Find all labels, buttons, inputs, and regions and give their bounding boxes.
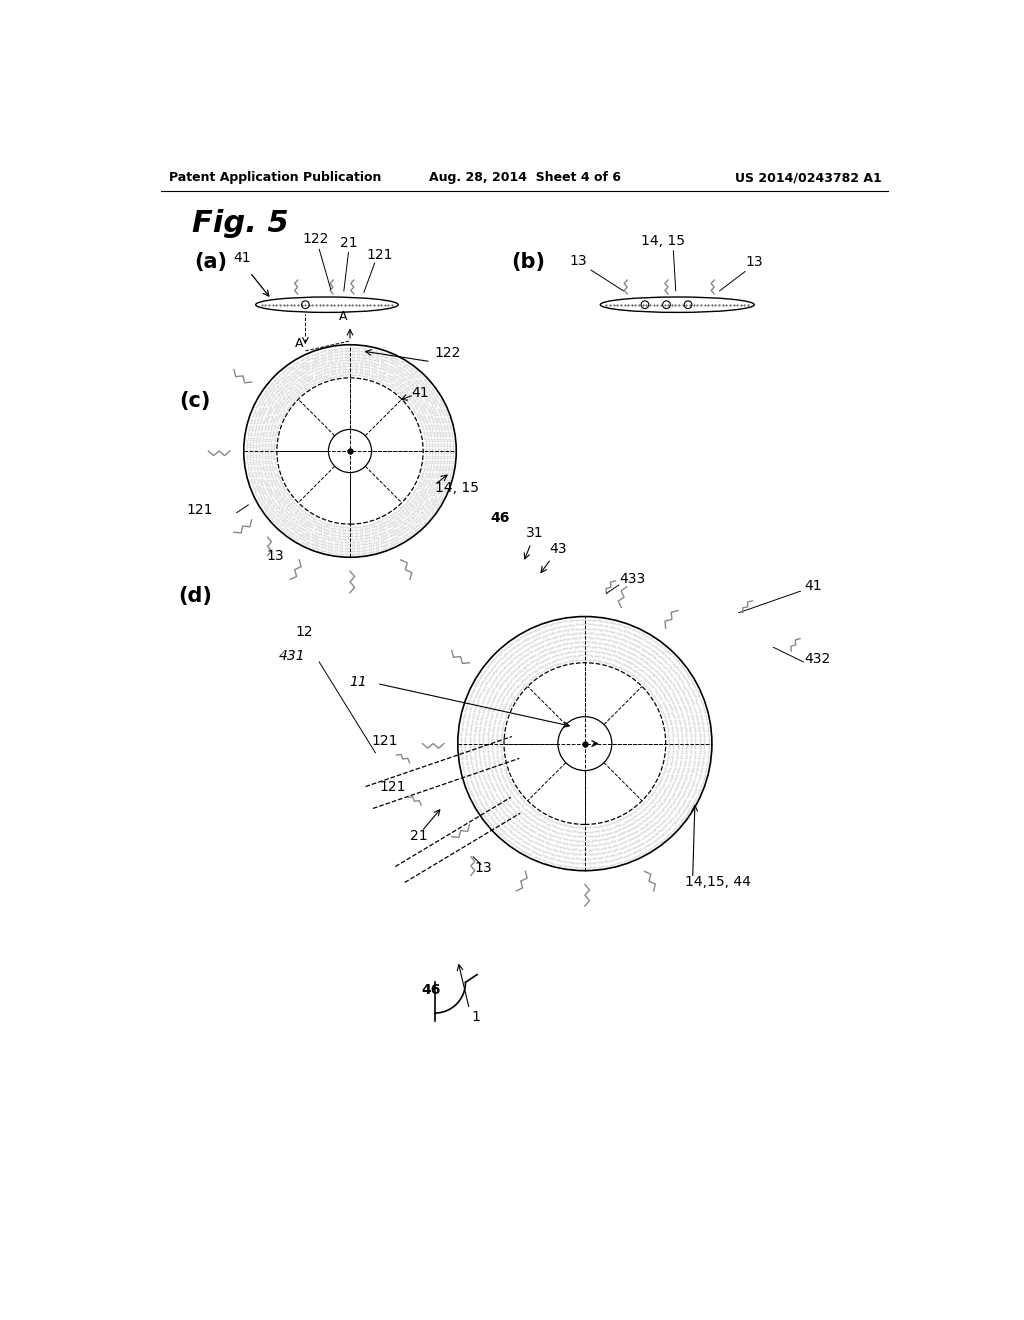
Text: 14,15, 44: 14,15, 44 bbox=[685, 875, 751, 890]
Text: 14, 15: 14, 15 bbox=[435, 480, 478, 495]
Text: 46: 46 bbox=[490, 511, 510, 525]
Text: 121: 121 bbox=[372, 734, 398, 748]
Text: 13: 13 bbox=[745, 255, 763, 269]
Text: 431: 431 bbox=[279, 649, 305, 664]
Text: 12: 12 bbox=[295, 624, 312, 639]
Text: 46: 46 bbox=[421, 983, 440, 997]
Text: 432: 432 bbox=[804, 652, 830, 665]
Text: 41: 41 bbox=[804, 578, 822, 593]
Text: (c): (c) bbox=[179, 391, 211, 411]
Text: 121: 121 bbox=[366, 248, 392, 261]
Text: A: A bbox=[295, 337, 303, 350]
Text: 121: 121 bbox=[186, 503, 213, 517]
Text: 433: 433 bbox=[620, 573, 646, 586]
Text: Aug. 28, 2014  Sheet 4 of 6: Aug. 28, 2014 Sheet 4 of 6 bbox=[429, 172, 621, 185]
Text: 13: 13 bbox=[474, 861, 493, 875]
Text: 11: 11 bbox=[349, 675, 367, 689]
Text: 21: 21 bbox=[340, 236, 357, 249]
Text: 13: 13 bbox=[570, 253, 588, 268]
Text: 41: 41 bbox=[412, 387, 429, 400]
Text: 13: 13 bbox=[266, 549, 284, 564]
Text: 122: 122 bbox=[435, 346, 461, 360]
Text: (a): (a) bbox=[195, 252, 227, 272]
Text: 41: 41 bbox=[233, 251, 251, 265]
Text: A: A bbox=[339, 310, 348, 323]
Text: 122: 122 bbox=[302, 232, 329, 246]
Text: (b): (b) bbox=[512, 252, 546, 272]
Text: Fig. 5: Fig. 5 bbox=[193, 210, 289, 239]
Text: 43: 43 bbox=[549, 541, 566, 556]
Text: 1: 1 bbox=[471, 1010, 480, 1024]
Text: 121: 121 bbox=[379, 780, 406, 795]
Text: 21: 21 bbox=[411, 829, 428, 843]
Text: Patent Application Publication: Patent Application Publication bbox=[169, 172, 381, 185]
Text: 14, 15: 14, 15 bbox=[641, 234, 685, 248]
Text: (d): (d) bbox=[178, 586, 212, 606]
Text: US 2014/0243782 A1: US 2014/0243782 A1 bbox=[734, 172, 882, 185]
Text: 31: 31 bbox=[526, 527, 544, 540]
